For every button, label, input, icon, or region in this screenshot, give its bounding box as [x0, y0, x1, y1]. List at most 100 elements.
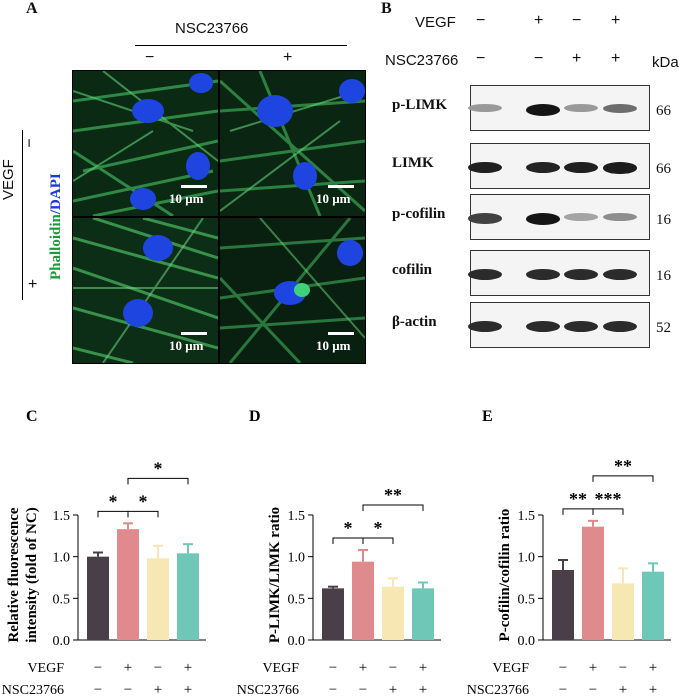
panel-a-col-minus: − [145, 49, 155, 66]
y-tick-label-1-1: 0.5 [288, 592, 306, 607]
nsc-sign-2-2: + [619, 682, 627, 697]
sig-label-0-1: * [139, 491, 148, 511]
blot-band-1-0 [468, 162, 502, 174]
nsc-sign-0-3: + [184, 682, 192, 697]
nsc-sign-1-1: − [359, 682, 367, 697]
panel-a-letter: A [26, 0, 38, 17]
blot-band-4-3 [603, 321, 637, 333]
scalebar-label: 10 μm [316, 338, 351, 353]
blot-kda-0: 66 [656, 103, 671, 119]
vegf-sign-2-1: + [589, 660, 597, 676]
scalebar-label: 10 μm [316, 191, 351, 206]
bar-1-1 [352, 561, 374, 640]
blot-kda-2: 16 [656, 212, 671, 228]
bar-0-2 [147, 558, 169, 640]
blot-band-3-3 [603, 269, 637, 281]
bar-1-3 [412, 588, 434, 640]
blot-band-1-1 [526, 162, 560, 174]
bar-0-3 [177, 553, 199, 640]
y-tick-label-0-1: 0.5 [53, 592, 71, 607]
nsc-sign-1-2: + [389, 682, 397, 697]
vegf-bracket-line [22, 130, 23, 300]
panel-a-treatment-label: NSC23766 [175, 20, 249, 37]
nsc-sign-2: + [572, 50, 582, 67]
blot-3 [468, 250, 650, 296]
nsc-sign-1-3: + [419, 682, 427, 697]
vegf-sign-2-2: − [619, 660, 627, 676]
bar-2-1 [582, 526, 604, 640]
blot-band-3-0 [468, 269, 502, 281]
scalebar [328, 332, 354, 335]
scalebar-label: 10 μm [169, 191, 204, 206]
blot-kda-1: 66 [656, 161, 671, 177]
panel-b-unit: kDa [652, 54, 679, 71]
sig-label-0-0: * [109, 491, 118, 511]
nsc-sign-0-2: + [154, 682, 162, 697]
bar-1-2 [382, 586, 404, 640]
sig-bracket-2-2 [592, 475, 654, 482]
blot-band-4-1 [526, 321, 560, 333]
sig-label-0-2: * [154, 458, 163, 478]
blot-label-2: p-cofilin [392, 206, 446, 222]
sig-bracket-1-1 [362, 537, 394, 544]
blot-band-3-1 [526, 269, 560, 281]
scalebar [328, 185, 354, 188]
vegf-sign-1-2: − [389, 660, 397, 676]
y-tick-label-2-1: 0.5 [518, 592, 536, 607]
micrograph-vegf-plus-nsc-minus: 10 μm [72, 217, 219, 364]
panel-a-col-plus: + [283, 49, 293, 66]
vegf-row-label-1: VEGF [262, 661, 299, 676]
panel-b-nsc-label: NSC23766 [385, 52, 459, 69]
vegf-sign-1-3: + [419, 660, 427, 676]
sig-label-1-2: ** [384, 485, 402, 505]
vegf-sign-2-3: + [649, 660, 657, 676]
nsc-sign-2-0: − [559, 682, 567, 697]
blot-4 [468, 302, 650, 348]
blot-2 [468, 194, 650, 240]
micrograph-image [220, 71, 365, 216]
nsc-sign-1-0: − [329, 682, 337, 697]
vegf-sign-2: − [572, 12, 582, 29]
sig-bracket-2-0 [562, 508, 594, 515]
blot-kda-4: 52 [656, 320, 671, 336]
y-axis-label-0-0: Relative fluorescence [6, 507, 22, 642]
sig-bracket-0-1 [127, 510, 159, 518]
y-tick-label-2-0: 0.0 [518, 634, 536, 649]
vegf-sign-0-3: + [184, 660, 192, 676]
sig-bracket-2-1 [592, 508, 624, 515]
panel-a-row-plus: + [28, 276, 38, 293]
blot-0 [468, 85, 650, 131]
micrograph-image [73, 71, 218, 216]
vegf-sign-1-1: + [359, 660, 367, 676]
nsc-sign-2-3: + [649, 682, 657, 697]
nsc-sign-1: − [534, 50, 544, 67]
micrograph-vegf-minus-nsc-plus: 10 μm [219, 70, 366, 217]
nsc-sign-0: − [476, 50, 486, 67]
blot-band-2-3 [603, 213, 637, 222]
sig-bracket-1-2 [362, 504, 424, 511]
micrograph-image [73, 218, 218, 363]
panel-b-letter: B [381, 0, 392, 17]
blot-label-0: p-LIMK [392, 97, 448, 113]
nsc-row-label-0: NSC23766 [2, 683, 64, 697]
chart-letter-2: E [482, 408, 493, 425]
vegf-sign-0-1: + [124, 660, 132, 676]
blot-band-1-2 [564, 162, 598, 174]
sig-bracket-0-2 [127, 477, 189, 485]
sig-bracket-0-0 [97, 510, 129, 518]
micrograph-vegf-plus-nsc-plus: 10 μm [219, 217, 366, 364]
treatment-underline [135, 45, 347, 46]
blot-band-4-0 [468, 321, 502, 333]
y-axis-label-2-0: P-cofilin/cofilin ratio [497, 509, 513, 642]
scalebar-label: 10 μm [169, 338, 204, 353]
blot-label-1: LIMK [392, 155, 434, 171]
panel-b-vegf-label: VEGF [415, 14, 456, 31]
blot-band-2-0 [468, 213, 502, 224]
blot-band-0-0 [468, 104, 502, 113]
blot-band-3-2 [564, 269, 598, 281]
blot-label-4: β-actin [392, 314, 437, 330]
blot-band-2-1 [526, 213, 560, 225]
sig-label-1-0: * [344, 518, 353, 538]
nsc-sign-2-1: − [589, 682, 597, 697]
blot-kda-3: 16 [656, 268, 671, 284]
